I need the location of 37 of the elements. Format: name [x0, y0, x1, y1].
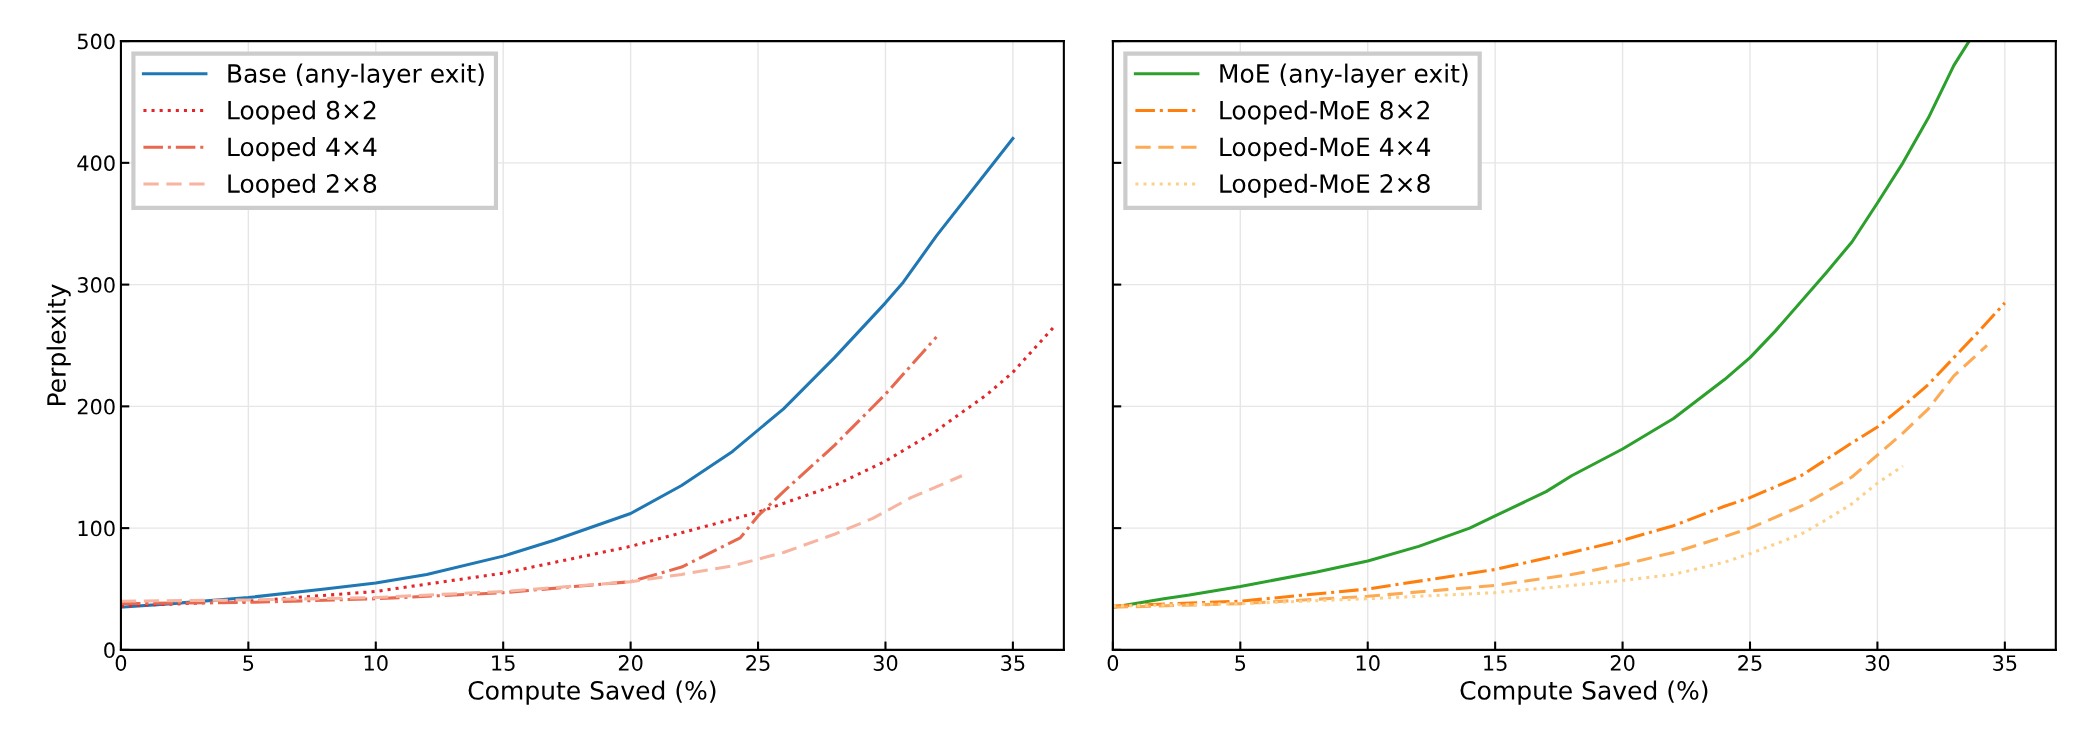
x-tick-label: 35	[1993, 655, 2017, 671]
line-series	[120, 136, 1015, 609]
x-tick-label: 15	[492, 655, 515, 671]
x-tick-label: 10	[1356, 655, 1380, 671]
x-axis-title: Compute Saved (%)	[1460, 680, 1708, 705]
legend-label: Looped 8×2	[228, 100, 376, 125]
y-tick-label: 400	[77, 155, 115, 172]
y-tick-label: 100	[78, 520, 115, 537]
legend-label: Looped-MoE 8×2	[1220, 100, 1429, 125]
y-tick-label: 500	[77, 33, 115, 50]
legend-label: Base (any-layer exit)	[228, 63, 484, 88]
x-tick-label: 20	[618, 655, 643, 671]
x-tick-label: 5	[1235, 655, 1246, 671]
y-axis-title: Perplexity	[46, 284, 71, 405]
y-tick-label: 200	[77, 398, 115, 415]
x-tick-label: 25	[1738, 655, 1762, 671]
legend-label: Looped-MoE 2×8	[1220, 173, 1430, 198]
y-tick-label: 300	[77, 277, 115, 293]
x-tick-label: 20	[1610, 655, 1635, 671]
line-series	[120, 335, 938, 606]
x-tick-label: 30	[873, 655, 898, 671]
x-tick-label: 35	[1001, 655, 1025, 671]
x-tick-label: 10	[364, 655, 388, 671]
legend-label: Looped-MoE 4×4	[1220, 136, 1431, 162]
line-series	[120, 325, 1056, 608]
x-tick-label: 0	[1107, 655, 1119, 671]
x-tick-label: 0	[115, 655, 127, 671]
x-tick-label: 15	[1484, 655, 1507, 671]
legend-label: Looped 4×4	[228, 136, 377, 162]
y-tick-label: 0	[104, 642, 115, 659]
x-tick-label: 25	[746, 655, 770, 671]
line-series	[120, 474, 964, 603]
x-tick-label: 5	[243, 655, 254, 671]
x-axis-title: Compute Saved (%)	[468, 680, 716, 705]
legend-label: Looped 2×8	[228, 173, 377, 198]
legend-label: MoE (any-layer exit)	[1220, 63, 1468, 88]
x-tick-label: 30	[1865, 655, 1890, 671]
